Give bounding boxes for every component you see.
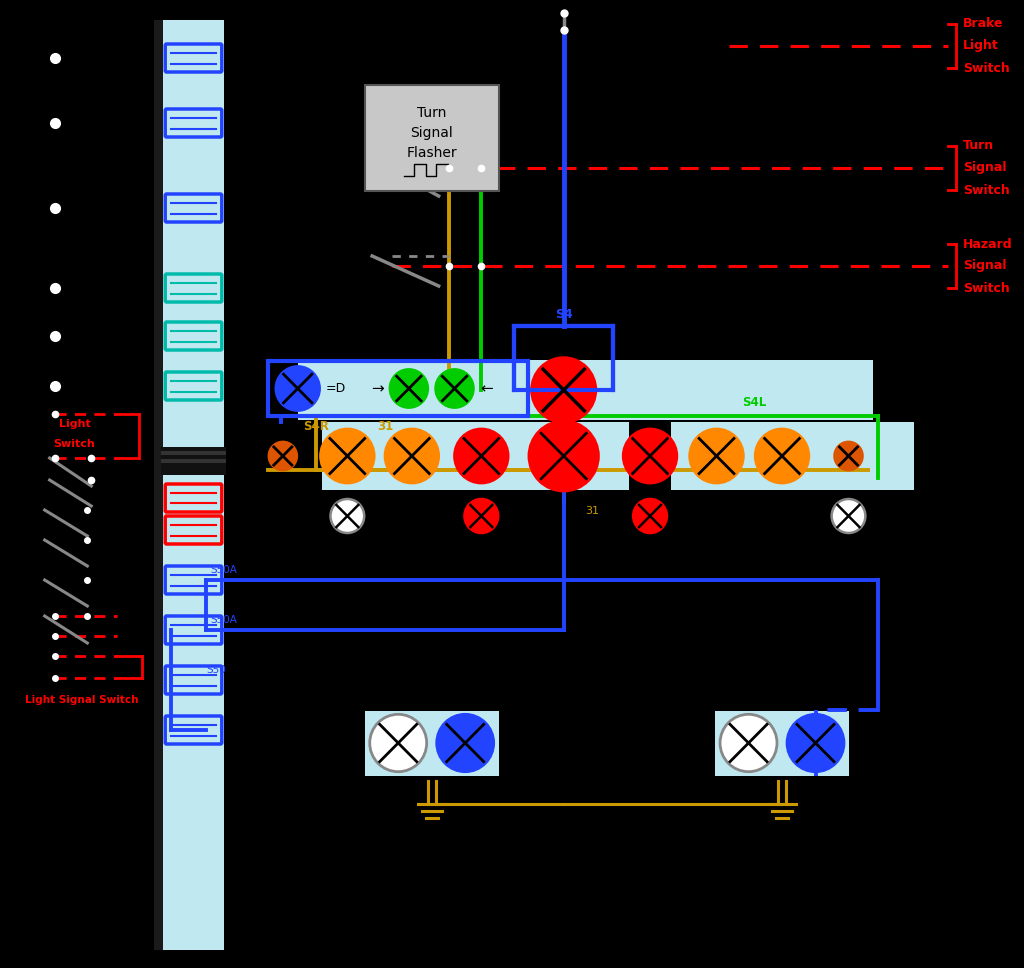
- Circle shape: [720, 714, 777, 771]
- FancyBboxPatch shape: [165, 616, 222, 644]
- Bar: [163, 20, 224, 950]
- Text: Signal: Signal: [963, 259, 1007, 273]
- FancyBboxPatch shape: [165, 566, 222, 594]
- FancyBboxPatch shape: [165, 372, 222, 400]
- Text: 31: 31: [586, 506, 599, 516]
- FancyBboxPatch shape: [165, 322, 222, 350]
- Text: Switch: Switch: [963, 62, 1010, 75]
- Bar: [365, 85, 499, 191]
- Text: Switch: Switch: [963, 184, 1010, 197]
- Bar: [671, 422, 914, 490]
- Text: Light: Light: [963, 40, 998, 52]
- Text: Turn: Turn: [417, 106, 446, 120]
- FancyBboxPatch shape: [165, 516, 222, 544]
- Text: S50: S50: [207, 665, 226, 675]
- Text: S50A: S50A: [210, 565, 238, 575]
- Circle shape: [435, 370, 473, 408]
- Circle shape: [465, 499, 499, 533]
- Bar: [322, 422, 629, 490]
- Text: S4R: S4R: [303, 419, 329, 433]
- Circle shape: [624, 429, 677, 483]
- Text: ←: ←: [480, 381, 493, 396]
- Circle shape: [436, 714, 494, 771]
- Text: Turn: Turn: [963, 139, 993, 153]
- Bar: [715, 711, 849, 775]
- Text: 31: 31: [377, 419, 393, 433]
- Text: S4L: S4L: [742, 396, 766, 408]
- Circle shape: [633, 499, 667, 533]
- Circle shape: [385, 429, 438, 483]
- Text: Switch: Switch: [53, 439, 95, 449]
- Bar: [514, 326, 613, 390]
- Bar: [365, 711, 499, 775]
- Bar: [298, 360, 873, 420]
- Text: Light Signal Switch: Light Signal Switch: [25, 695, 138, 705]
- Circle shape: [370, 714, 427, 771]
- Circle shape: [835, 442, 862, 470]
- FancyBboxPatch shape: [165, 666, 222, 694]
- FancyBboxPatch shape: [165, 274, 222, 302]
- Circle shape: [269, 442, 297, 470]
- Text: Signal: Signal: [411, 126, 453, 140]
- Text: S50A: S50A: [210, 615, 238, 625]
- Circle shape: [831, 499, 865, 533]
- Text: S4: S4: [555, 308, 572, 320]
- Bar: [161, 451, 226, 455]
- Text: Signal: Signal: [963, 162, 1007, 174]
- Text: Switch: Switch: [963, 282, 1010, 294]
- Text: Brake: Brake: [963, 17, 1004, 31]
- Text: Light: Light: [58, 419, 90, 429]
- FancyBboxPatch shape: [165, 109, 222, 137]
- Circle shape: [787, 714, 844, 771]
- Circle shape: [756, 429, 809, 483]
- Circle shape: [455, 429, 508, 483]
- FancyBboxPatch shape: [165, 194, 222, 222]
- Bar: [161, 459, 226, 463]
- FancyBboxPatch shape: [165, 484, 222, 512]
- Circle shape: [529, 421, 598, 491]
- Bar: [161, 447, 226, 475]
- Bar: [154, 20, 168, 950]
- Circle shape: [275, 367, 319, 410]
- FancyBboxPatch shape: [165, 716, 222, 744]
- Text: Flasher: Flasher: [407, 146, 457, 160]
- Bar: [268, 361, 528, 416]
- Circle shape: [331, 499, 365, 533]
- Text: →: →: [371, 381, 384, 396]
- FancyBboxPatch shape: [165, 44, 222, 72]
- Text: Hazard: Hazard: [963, 237, 1013, 251]
- Circle shape: [531, 358, 595, 422]
- Circle shape: [390, 370, 428, 408]
- Circle shape: [321, 429, 374, 483]
- Text: =D: =D: [326, 382, 346, 395]
- Circle shape: [690, 429, 743, 483]
